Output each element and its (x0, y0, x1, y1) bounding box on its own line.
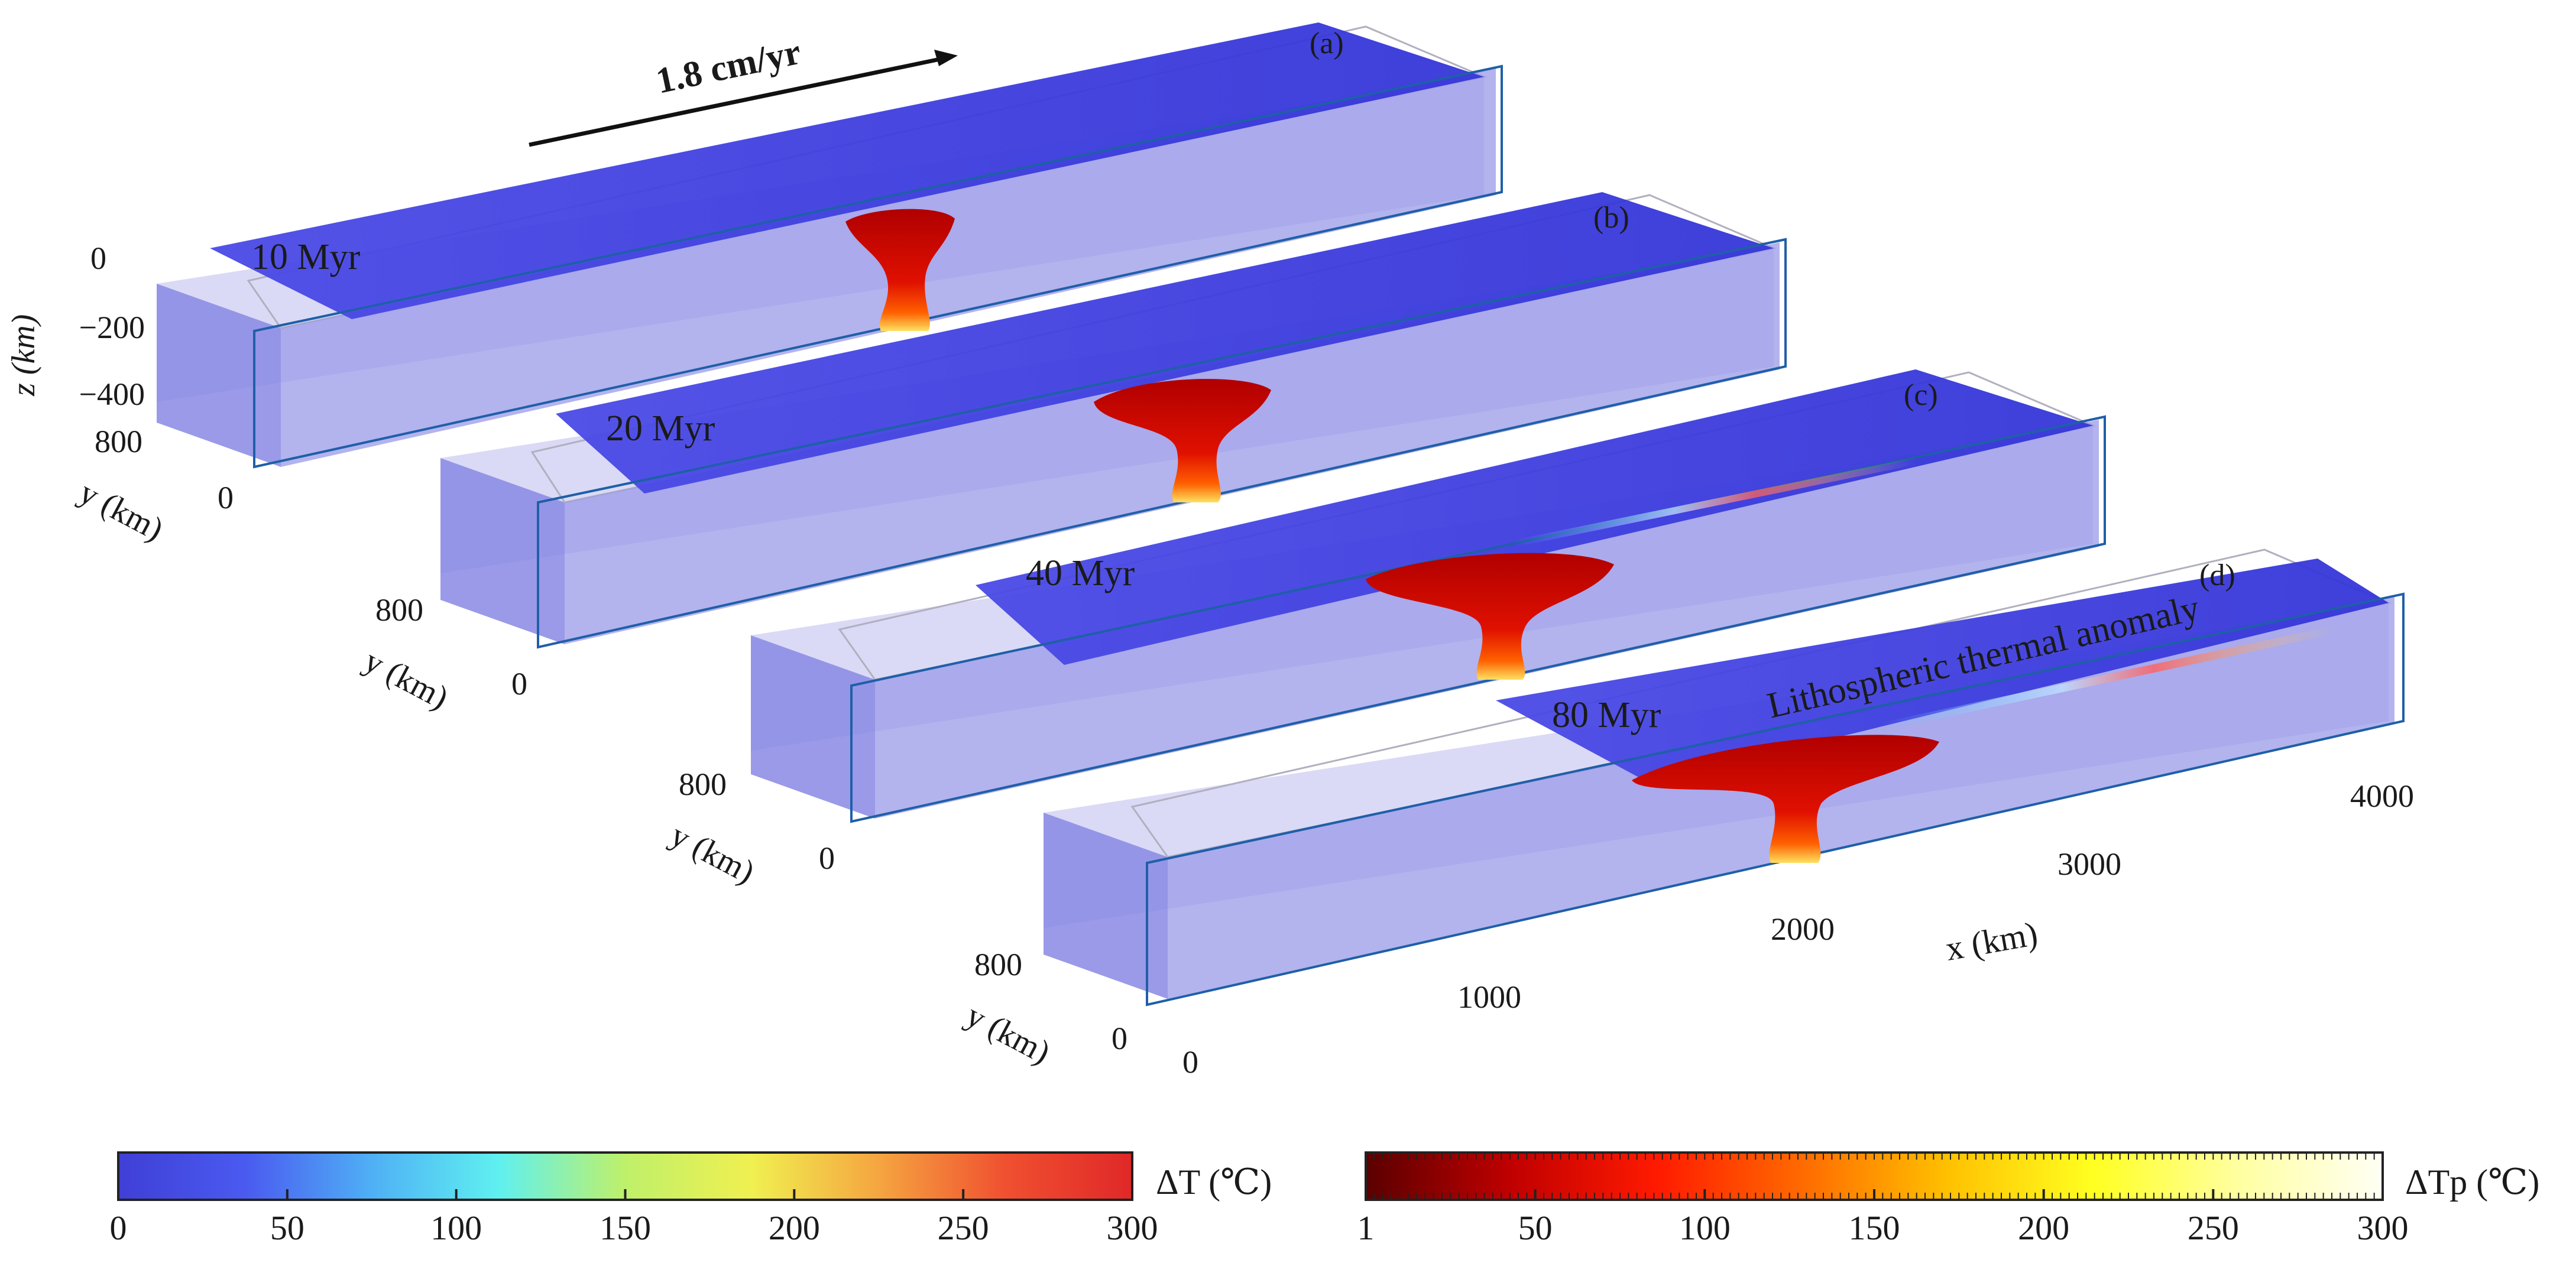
y-label-a: y (km) (73, 474, 169, 548)
y-tick-a-0: 0 (218, 480, 234, 515)
y-tick-c-800: 800 (679, 767, 727, 802)
y-tick-b-800: 800 (375, 592, 423, 628)
z-tick-0: 0 (90, 241, 106, 276)
panel-b-side-face (565, 242, 1780, 644)
colorbar-delta-t-ticks: 0 50 100 150 200 250 300 (110, 1189, 1158, 1247)
colorbar-delta-tp-tick-label-1: 50 (1518, 1209, 1553, 1247)
panel-b-frame (537, 238, 1787, 649)
y-axis-a: 800 y (km) 0 (73, 424, 234, 548)
colorbar-delta-t-tick-label-1: 50 (270, 1209, 304, 1247)
panel-b-front-face (440, 458, 565, 644)
z-axis-label: z (km) (5, 314, 42, 397)
panel-d-front-face (1044, 813, 1168, 999)
y-tick-b-0: 0 (511, 666, 527, 702)
colorbar-delta-tp-label: ΔTp (℃) (2405, 1163, 2539, 1202)
x-tick-0: 0 (1182, 1044, 1198, 1080)
panel-d-top-slab (1496, 559, 2389, 783)
panel-a-top-slab (210, 22, 1484, 319)
panel-b-id: (b) (1593, 201, 1629, 235)
panel-a-plume (845, 209, 955, 331)
colorbar-delta-tp-tick-label-4: 200 (2018, 1209, 2069, 1247)
panel-c: 40 Myr (c) (751, 369, 2106, 823)
y-label-c: y (km) (665, 817, 760, 891)
panel-d-frame (1146, 592, 2405, 1007)
panel-b-top-slab (556, 192, 1774, 494)
panel-c-id: (c) (1904, 378, 1938, 412)
z-tick-2: −400 (79, 376, 145, 412)
colorbar-delta-tp-minor-ticks (1365, 1154, 2383, 1199)
panel-a-frame (253, 64, 1503, 469)
panel-b-time: 20 Myr (606, 408, 715, 449)
panel-b-plume (1094, 379, 1271, 502)
y-label-d: y (km) (960, 997, 1056, 1072)
x-axis-label: x (km) (1943, 914, 2040, 968)
x-tick-2000: 2000 (1771, 911, 1835, 947)
colorbar-delta-tp-tick-label-2: 100 (1679, 1209, 1731, 1247)
panel-c-top-slab (976, 369, 2093, 665)
colorbar-delta-t: 0 50 100 150 200 250 300 ΔT (℃) (110, 1151, 1272, 1247)
colorbar-delta-t-tick-label-4: 200 (769, 1209, 820, 1247)
colorbar-delta-tp-tick-label-0: 1 (1357, 1209, 1375, 1247)
panel-d-plume (1632, 735, 1939, 863)
colorbar-delta-tp-tick-label-5: 250 (2188, 1209, 2239, 1247)
x-tick-4000: 4000 (2350, 778, 2414, 814)
panel-a-id: (a) (1310, 27, 1344, 60)
colorbar-delta-t-label: ΔT (℃) (1156, 1163, 1272, 1202)
y-tick-c-0: 0 (819, 840, 835, 876)
z-axis: z (km) 0 −200 −400 (5, 241, 145, 412)
panel-d: 80 Myr (d) Lithospheric thermal anomaly (1044, 548, 2405, 1007)
y-label-b: y (km) (358, 642, 454, 717)
colorbar-delta-tp-tick-label-6: 300 (2357, 1209, 2409, 1247)
panel-c-time: 40 Myr (1026, 553, 1135, 593)
x-tick-3000: 3000 (2057, 846, 2121, 882)
colorbar-delta-t-tick-label-0: 0 (110, 1209, 127, 1247)
x-tick-1000: 1000 (1457, 979, 1521, 1015)
colorbar-delta-tp: 1 50 100 150 200 250 300 ΔTp (℃) (1357, 1151, 2539, 1247)
colorbar-delta-t-tick-label-3: 150 (600, 1209, 651, 1247)
panel-d-id: (d) (2199, 559, 2235, 592)
y-tick-d-800: 800 (974, 947, 1022, 982)
colorbar-delta-tp-ticks: 1 50 100 150 200 250 300 (1357, 1189, 2409, 1247)
y-tick-a-800: 800 (95, 424, 142, 459)
colorbar-delta-t-tick-label-6: 300 (1107, 1209, 1158, 1247)
panel-c-front-face (751, 635, 875, 819)
y-tick-d-0: 0 (1112, 1021, 1127, 1056)
colorbar-delta-t-tick-label-5: 250 (938, 1209, 989, 1247)
colorbar-delta-t-tick-label-2: 100 (430, 1209, 482, 1247)
panel-d-thermal-streak (1879, 625, 2337, 731)
panel-a-time: 10 Myr (251, 237, 361, 277)
panel-a: 10 Myr (a) (157, 22, 1503, 469)
panel-b: 20 Myr (b) (440, 192, 1787, 649)
panel-d-time: 80 Myr (1552, 695, 1661, 735)
panel-c-thermal-streak (1512, 457, 1917, 547)
z-tick-1: −200 (79, 310, 145, 345)
panel-c-plume (1366, 553, 1614, 680)
panel-a-front-face (157, 284, 281, 467)
colorbar-delta-tp-tick-label-3: 150 (1849, 1209, 1900, 1247)
